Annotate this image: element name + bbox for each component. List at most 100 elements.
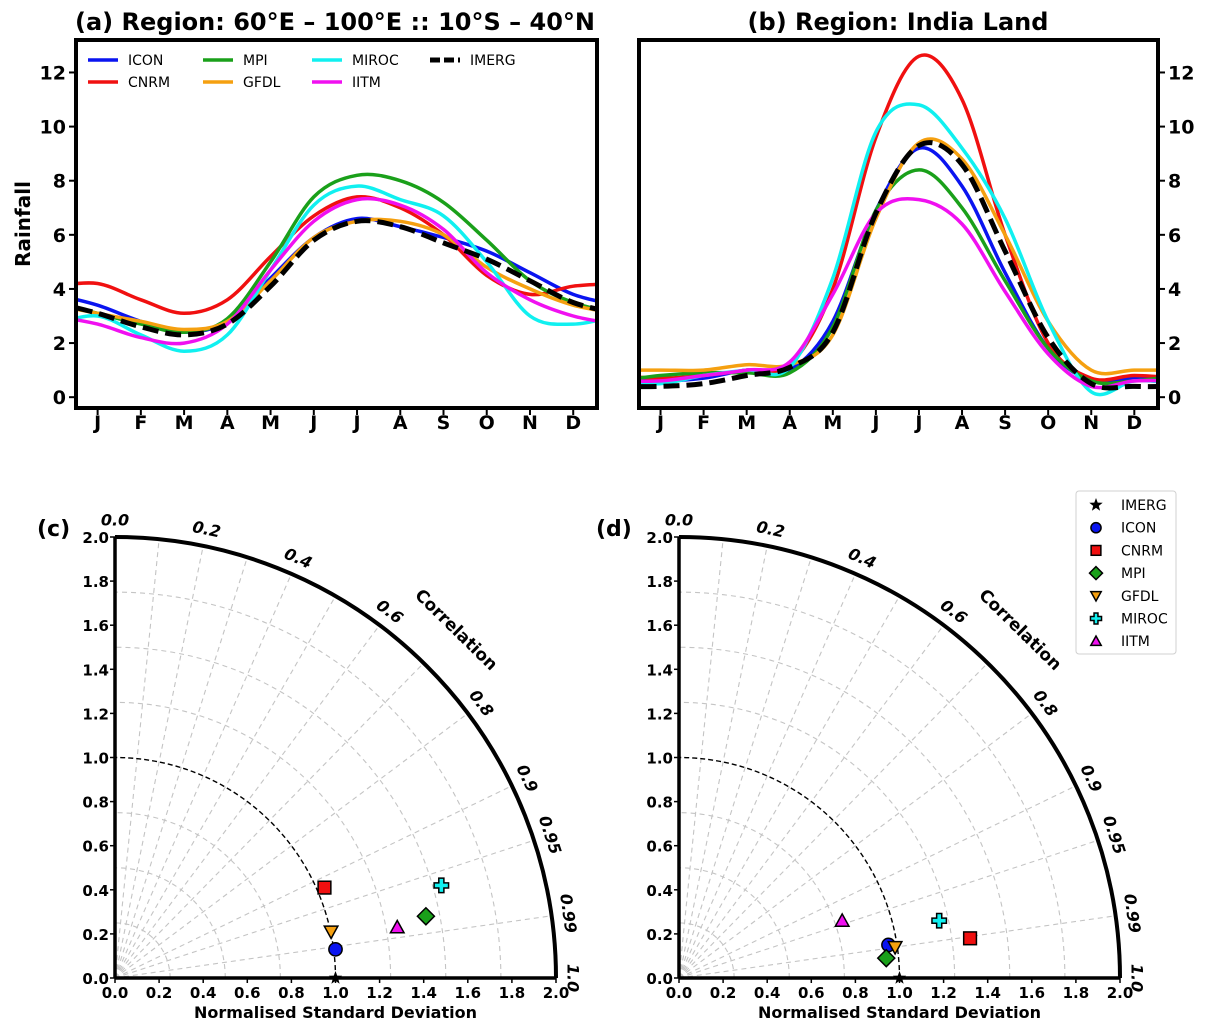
y-tick-label: 0.8 <box>646 794 673 812</box>
outer-arc <box>114 535 558 979</box>
legend-label-imerg: IMERG <box>470 53 516 69</box>
x-tick-label: F <box>134 412 147 434</box>
series-line-mpi <box>639 168 1158 386</box>
sd-grid-arc <box>678 812 845 979</box>
sd-grid-arc <box>114 922 171 979</box>
sd-grid-arc <box>114 646 447 979</box>
legend-label-mpi: MPI <box>1121 566 1146 582</box>
corr-tick-label: 0.95 <box>535 813 565 856</box>
reference-arc <box>678 756 901 979</box>
series-line-miroc <box>76 184 597 353</box>
sd-grid-arc <box>114 701 392 979</box>
series-line-imerg <box>76 218 597 338</box>
x-tick-label: A <box>393 412 408 434</box>
y-tick-label: 0.0 <box>646 970 673 988</box>
point-iitm <box>389 918 406 934</box>
x-tick-label: O <box>1040 412 1056 434</box>
x-tick-label: J <box>351 412 360 434</box>
x-tick-label: A <box>220 412 235 434</box>
corr-tick-label: 0.99 <box>1120 893 1144 935</box>
point-cnrm <box>962 931 978 946</box>
x-tick-label: 0.0 <box>666 984 693 1002</box>
y-tick-label: 0 <box>53 387 66 409</box>
sd-grid-arc <box>114 591 502 979</box>
y-tick-label: 0.6 <box>646 838 673 856</box>
x-axis-label: Normalised Standard Deviation <box>758 1003 1041 1022</box>
legend-marker-imerg <box>1089 498 1103 511</box>
corr-tick-label: 0.2 <box>755 517 787 541</box>
series-line-gfdl <box>639 137 1158 376</box>
x-tick-label: M <box>823 412 842 434</box>
outer-arc <box>678 535 1122 979</box>
corr-grid-line <box>114 712 469 979</box>
corr-grid-line <box>678 545 768 979</box>
x-tick-label: J <box>92 412 101 434</box>
legend-marker-gfdl <box>1089 590 1103 603</box>
y-tick-label: 12 <box>1168 62 1194 84</box>
x-tick-label: 0.8 <box>842 984 869 1002</box>
x-tick-label: J <box>655 412 664 434</box>
x-tick-label: N <box>1083 412 1099 434</box>
y-tick-label: 10 <box>1168 117 1194 139</box>
corr-grid-line <box>114 573 292 979</box>
point-imerg <box>892 971 907 984</box>
corr-grid-line <box>114 545 204 979</box>
x-tick-label: 1.0 <box>322 984 349 1002</box>
x-tick-label: 0.0 <box>102 984 129 1002</box>
x-tick-label: S <box>437 412 451 434</box>
legend: ICON CNRM MPI GFDL MIROC IITM IMERG <box>88 53 516 91</box>
legend-marker-icon <box>1090 521 1102 534</box>
y-tick-label: 1.4 <box>82 661 109 679</box>
legend-label-mpi: MPI <box>243 53 268 69</box>
sd-grid-arc <box>114 812 281 979</box>
x-tick-label: 0.2 <box>710 984 737 1002</box>
x-tick-label: A <box>955 412 970 434</box>
taylor-panel-c: 0.00.00.20.20.40.40.60.60.80.81.01.01.21… <box>37 511 583 1023</box>
y-tick-label: 0.0 <box>82 970 109 988</box>
y-tick-label: 10 <box>40 117 66 139</box>
x-tick-label: J <box>913 412 922 434</box>
legend-marker-cnrm <box>1090 544 1102 557</box>
y-tick-label: 0.2 <box>646 926 673 944</box>
series-line-iitm <box>76 196 597 346</box>
corr-grid-line <box>678 712 1033 979</box>
x-tick-label: 1.8 <box>499 984 526 1002</box>
legend-frame <box>1075 490 1177 655</box>
series-line-mpi <box>76 172 597 334</box>
series-line-cnrm <box>639 53 1158 382</box>
sd-grid-arc <box>114 867 226 979</box>
sd-grid-arc <box>678 867 790 979</box>
sd-grid-arc <box>678 922 735 979</box>
corr-grid-line <box>114 839 535 979</box>
x-tick-label: J <box>308 412 317 434</box>
y-tick-label: 4 <box>53 279 66 301</box>
x-tick-label: D <box>565 412 581 434</box>
taylor-panel-d: 0.00.00.20.20.40.40.60.60.80.81.01.01.21… <box>596 511 1147 1023</box>
corr-tick-label: 0.0 <box>665 511 693 530</box>
legend-label-imerg: IMERG <box>1121 498 1167 514</box>
y-tick-label: 12 <box>40 62 66 84</box>
point-imerg <box>328 971 343 984</box>
x-tick-label: M <box>175 412 194 434</box>
y-tick-label: 2 <box>53 333 66 355</box>
x-tick-label: 1.4 <box>974 984 1001 1002</box>
plot-frame <box>74 38 599 410</box>
line-panel-a: (a) Region: 60°E – 100°E :: 10°S – 40°N0… <box>11 8 599 434</box>
y-tick-label: 2.0 <box>82 529 109 547</box>
x-tick-label: N <box>522 412 538 434</box>
point-gfdl <box>887 940 904 956</box>
legend-label-gfdl: GFDL <box>243 75 281 91</box>
y-tick-label: 8 <box>53 171 66 193</box>
point-mpi <box>876 948 896 968</box>
x-tick-label: F <box>697 412 710 434</box>
y-tick-label: 1.6 <box>82 617 109 635</box>
legend-label-icon: ICON <box>1121 521 1156 537</box>
corr-grid-line <box>678 595 900 979</box>
y-tick-label: 1.2 <box>646 705 673 723</box>
x-tick-label: M <box>737 412 756 434</box>
point-icon <box>328 941 343 957</box>
series-group <box>639 53 1158 397</box>
y-tick-label: 1.0 <box>646 750 673 768</box>
y-axis-label: Rainfall <box>11 181 35 267</box>
